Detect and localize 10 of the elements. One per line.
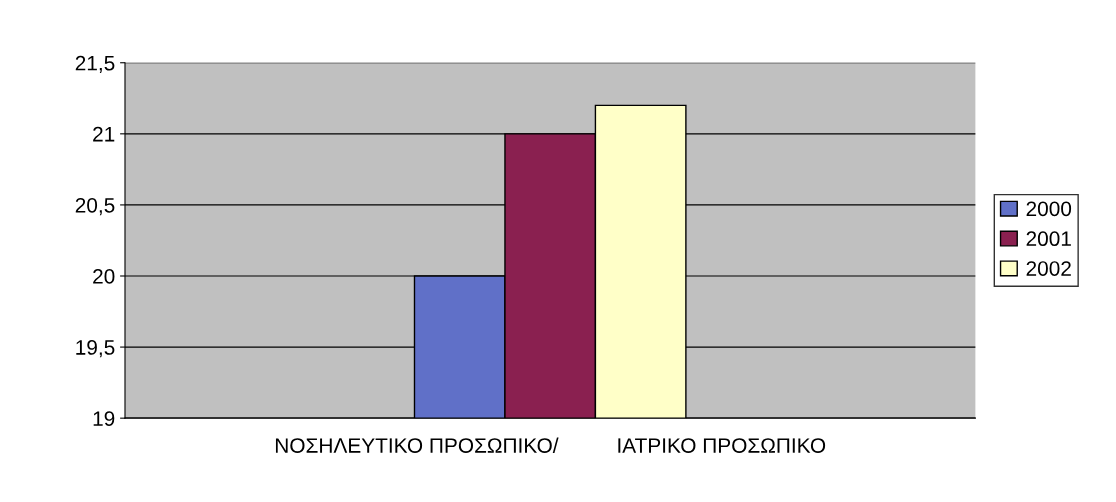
x-tick-label: ΝΟΣΗΛΕΥΤΙΚΟ ΠΡΟΣΩΠΙΚΟ/ ΙΑΤΡΙΚΟ ΠΡΟΣΩΠΙΚΟ — [275, 437, 826, 453]
legend-label: 2002 — [1026, 261, 1071, 276]
legend-label: 2000 — [1026, 201, 1072, 217]
y-tick-label: 19 — [93, 411, 115, 426]
y-tick-label: 19,5 — [76, 340, 115, 358]
y-tick-label: 20,5 — [75, 197, 115, 216]
legend-label: 2001 — [1026, 231, 1071, 247]
y-tick-label: 21,5 — [75, 55, 115, 73]
y-tick-label: 21 — [93, 126, 115, 142]
y-tick-label: 20 — [93, 269, 115, 284]
